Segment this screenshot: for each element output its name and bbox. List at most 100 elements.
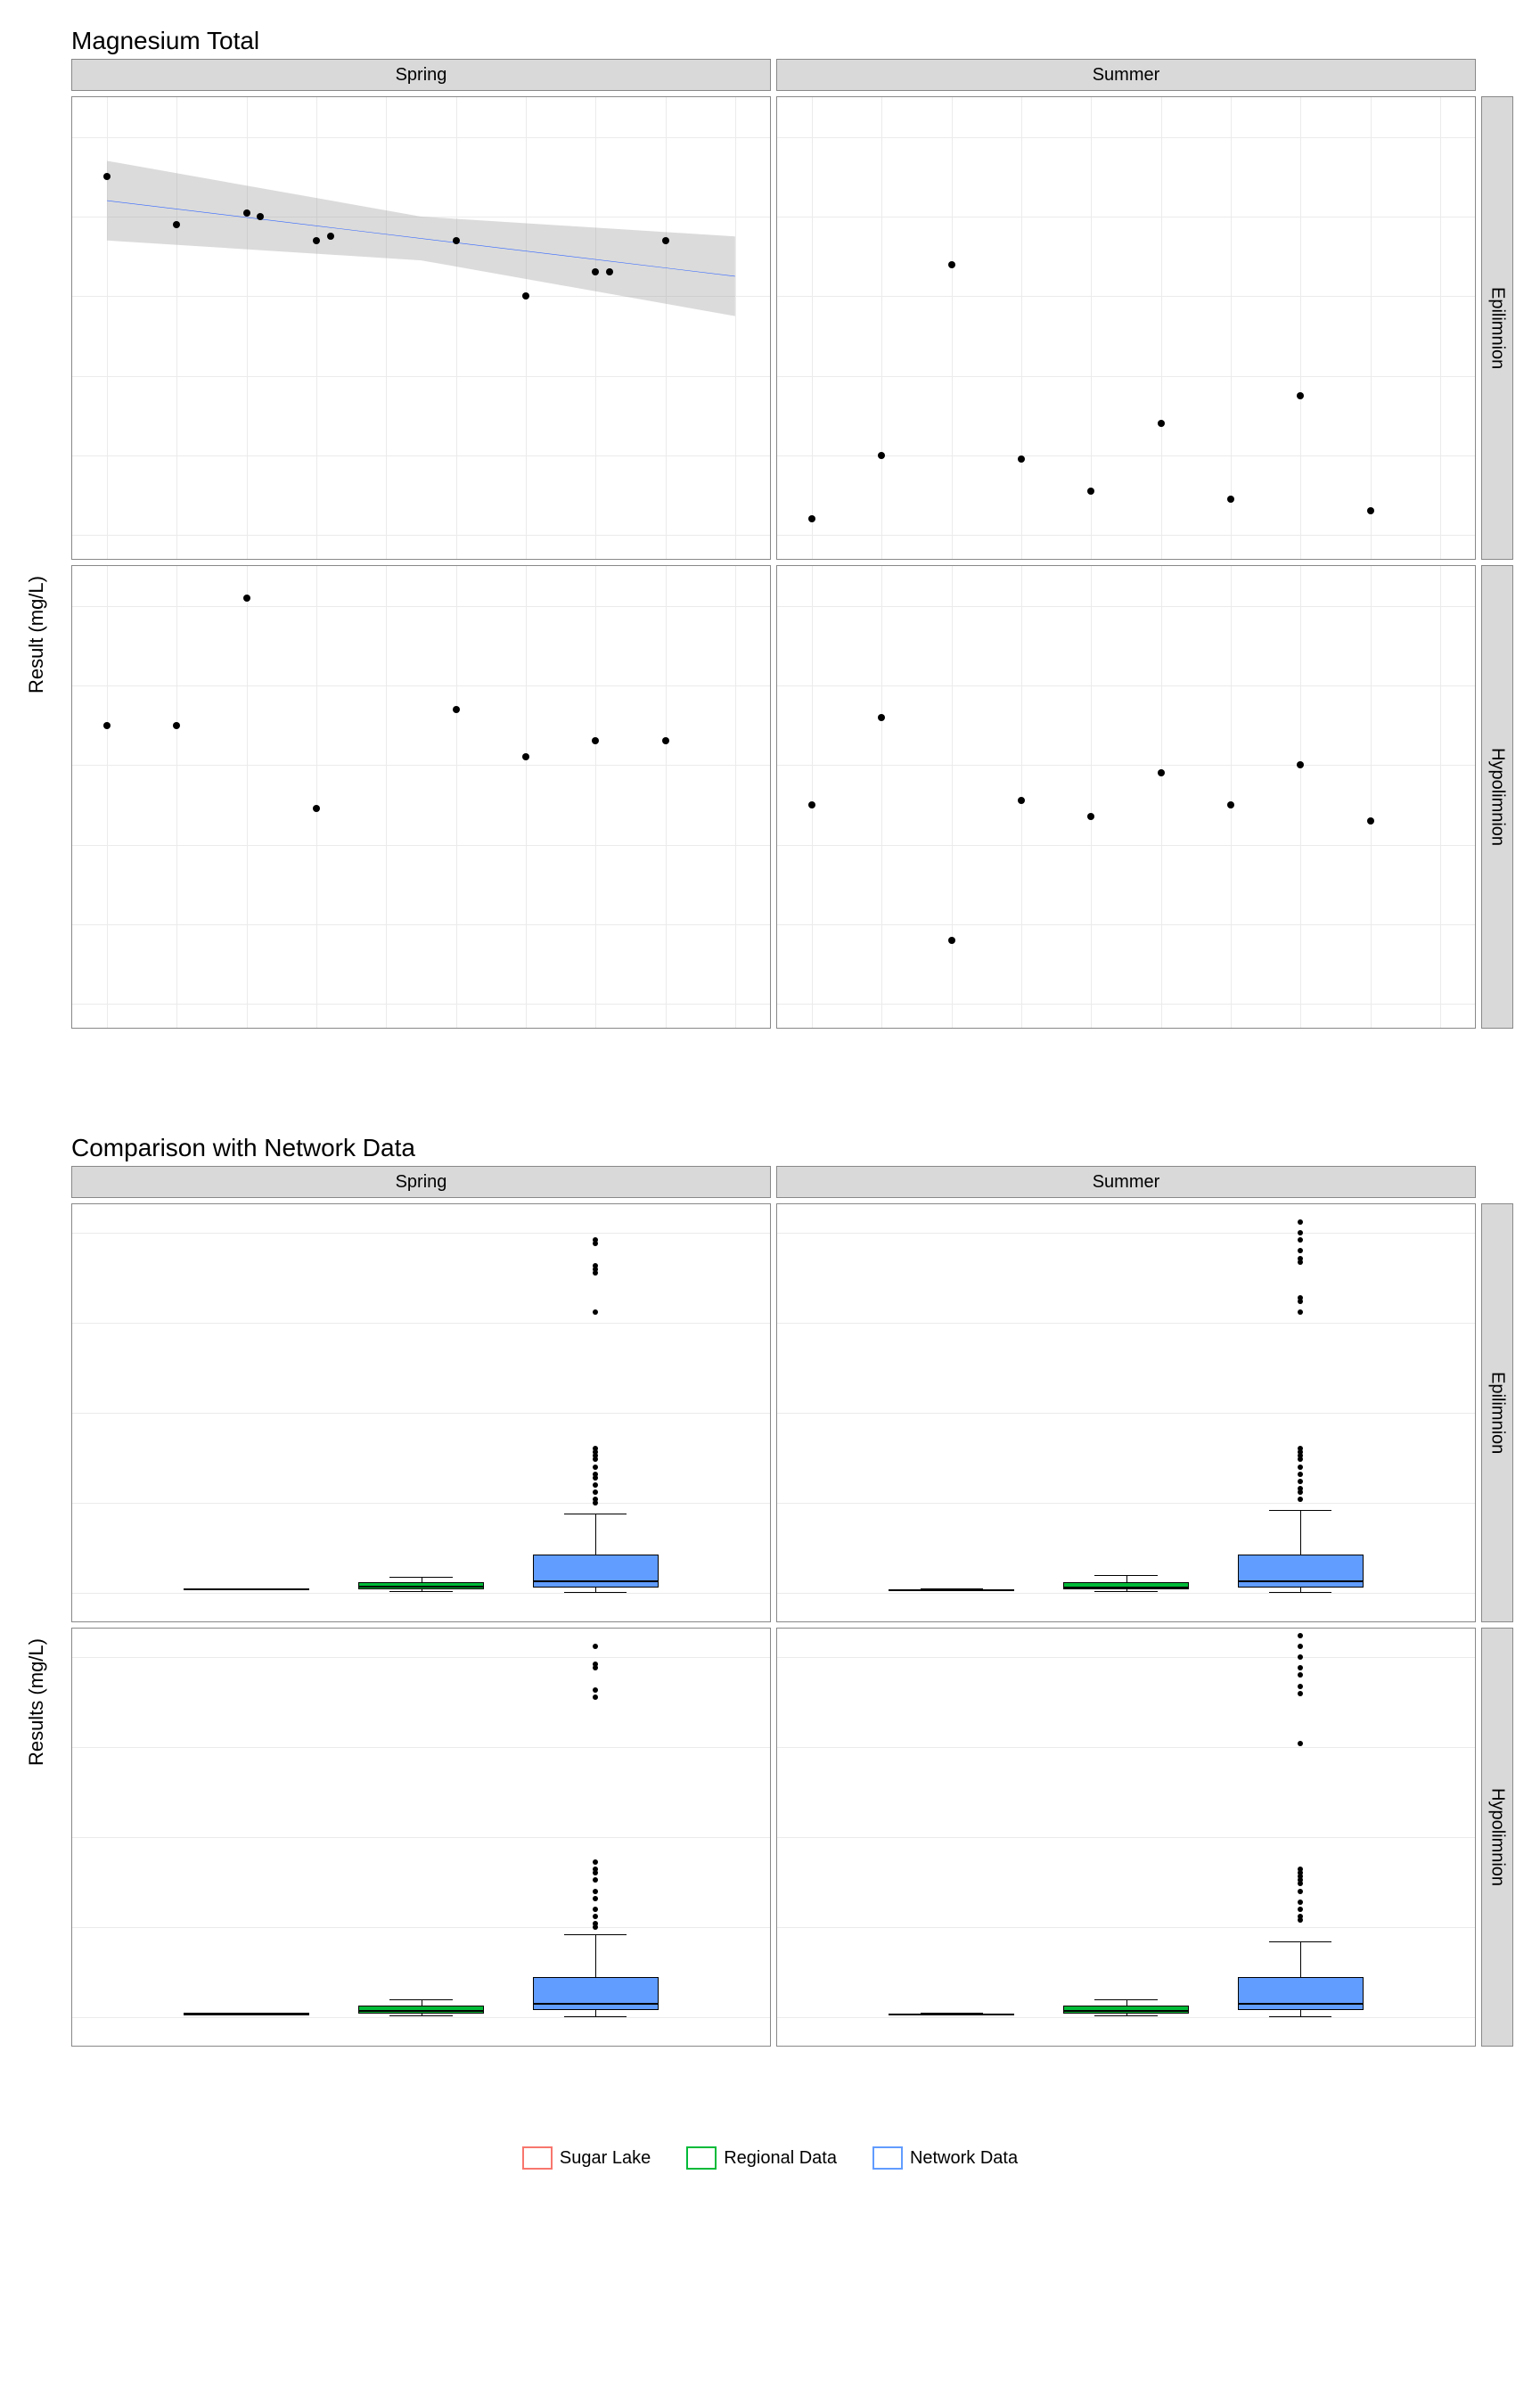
facet-col-label: Summer <box>776 59 1476 91</box>
outlier <box>1298 1900 1303 1905</box>
data-point <box>1367 507 1374 514</box>
outlier <box>1298 1644 1303 1649</box>
data-point <box>1158 769 1165 776</box>
data-point <box>1158 420 1165 427</box>
data-point <box>327 233 334 240</box>
y-axis-label: Results (mg/L) <box>25 1638 48 1766</box>
scatter-panel <box>776 96 1476 560</box>
box <box>533 1555 659 1587</box>
data-point <box>243 209 250 217</box>
box <box>1238 1977 1364 2009</box>
legend-item: Regional Data <box>686 2146 837 2170</box>
y-axis-label: Result (mg/L) <box>25 576 48 693</box>
data-point <box>808 801 815 808</box>
outlier <box>593 1446 598 1451</box>
outlier <box>1298 1907 1303 1912</box>
legend-label: Sugar Lake <box>560 2148 651 2169</box>
scatter-panel: 2016201720182019202020212022202320242025 <box>776 565 1476 1029</box>
data-point <box>453 706 460 713</box>
data-point <box>1297 761 1304 768</box>
outlier <box>593 1914 598 1919</box>
legend-item: Sugar Lake <box>522 2146 651 2170</box>
legend-item: Network Data <box>872 2146 1018 2170</box>
box <box>533 1977 659 2010</box>
scatter-panel: 0.70.80.91.01.11.22016201720182019202020… <box>71 565 771 1029</box>
data-point <box>606 268 613 275</box>
legend: Sugar Lake Regional Data Network Data <box>18 2146 1522 2170</box>
data-point <box>662 737 669 744</box>
outlier <box>1298 1446 1303 1451</box>
data-point <box>522 292 529 300</box>
outlier <box>593 1889 598 1894</box>
outlier <box>1298 1665 1303 1670</box>
outlier <box>1298 1472 1303 1477</box>
outlier <box>1298 1465 1303 1470</box>
outlier <box>593 1489 598 1495</box>
data-point <box>103 722 111 729</box>
data-point <box>808 515 815 522</box>
data-point <box>1018 455 1025 463</box>
data-point <box>257 213 264 220</box>
data-point <box>1087 488 1094 495</box>
lower-facet-grid: Results (mg/L) SpringSummerEpilimnionHyp… <box>71 1166 1513 2111</box>
data-point <box>1297 392 1304 399</box>
facet-col-label: Spring <box>71 1166 771 1198</box>
outlier <box>1298 1741 1303 1746</box>
outlier <box>1298 1672 1303 1678</box>
lower-title: Comparison with Network Data <box>71 1134 1522 1162</box>
data-point <box>1227 496 1234 503</box>
outlier <box>593 1694 598 1700</box>
outlier <box>593 1921 598 1926</box>
boxplot-panel <box>776 1203 1476 1622</box>
legend-label: Network Data <box>910 2148 1018 2169</box>
outlier <box>1298 1237 1303 1243</box>
outlier <box>1298 1684 1303 1689</box>
data-point <box>878 714 885 721</box>
data-point <box>522 753 529 760</box>
facet-row-label: Hypolimnion <box>1481 565 1513 1029</box>
data-point <box>173 722 180 729</box>
data-point <box>1367 817 1374 825</box>
data-point <box>1227 801 1234 808</box>
facet-row-label: Epilimnion <box>1481 1203 1513 1622</box>
outlier <box>593 1896 598 1901</box>
data-point <box>313 237 320 244</box>
outlier <box>593 1237 598 1243</box>
outlier <box>1298 1497 1303 1502</box>
outlier <box>1298 1230 1303 1235</box>
boxplot-panel: 0255075100Magnesium Total <box>71 1628 771 2047</box>
outlier <box>1298 1914 1303 1919</box>
outlier <box>593 1859 598 1865</box>
data-point <box>878 452 885 459</box>
outlier <box>593 1907 598 1912</box>
data-point <box>453 237 460 244</box>
upper-facet-grid: Result (mg/L) SpringSummerEpilimnionHypo… <box>71 59 1513 1093</box>
data-point <box>948 261 955 268</box>
outlier <box>593 1309 598 1315</box>
outlier <box>593 1644 598 1649</box>
data-point <box>243 595 250 602</box>
outlier <box>1298 1248 1303 1253</box>
outlier <box>1298 1691 1303 1696</box>
outlier <box>593 1662 598 1667</box>
outlier <box>1298 1219 1303 1225</box>
scatter-panel: 0.70.80.91.01.11.2 <box>71 96 771 560</box>
outlier <box>593 1877 598 1883</box>
outlier <box>1298 1889 1303 1894</box>
facet-col-label: Summer <box>776 1166 1476 1198</box>
boxplot-panel: 0255075100 <box>71 1203 771 1622</box>
outlier <box>1298 1295 1303 1301</box>
outlier <box>1298 1486 1303 1491</box>
data-point <box>103 173 111 180</box>
data-point <box>592 268 599 275</box>
data-point <box>1087 813 1094 820</box>
data-point <box>662 237 669 244</box>
outlier <box>1298 1479 1303 1484</box>
data-point <box>948 937 955 944</box>
outlier <box>593 1687 598 1693</box>
facet-col-label: Spring <box>71 59 771 91</box>
outlier <box>593 1263 598 1268</box>
outlier <box>593 1472 598 1477</box>
outlier <box>1298 1867 1303 1872</box>
facet-row-label: Hypolimnion <box>1481 1628 1513 2047</box>
